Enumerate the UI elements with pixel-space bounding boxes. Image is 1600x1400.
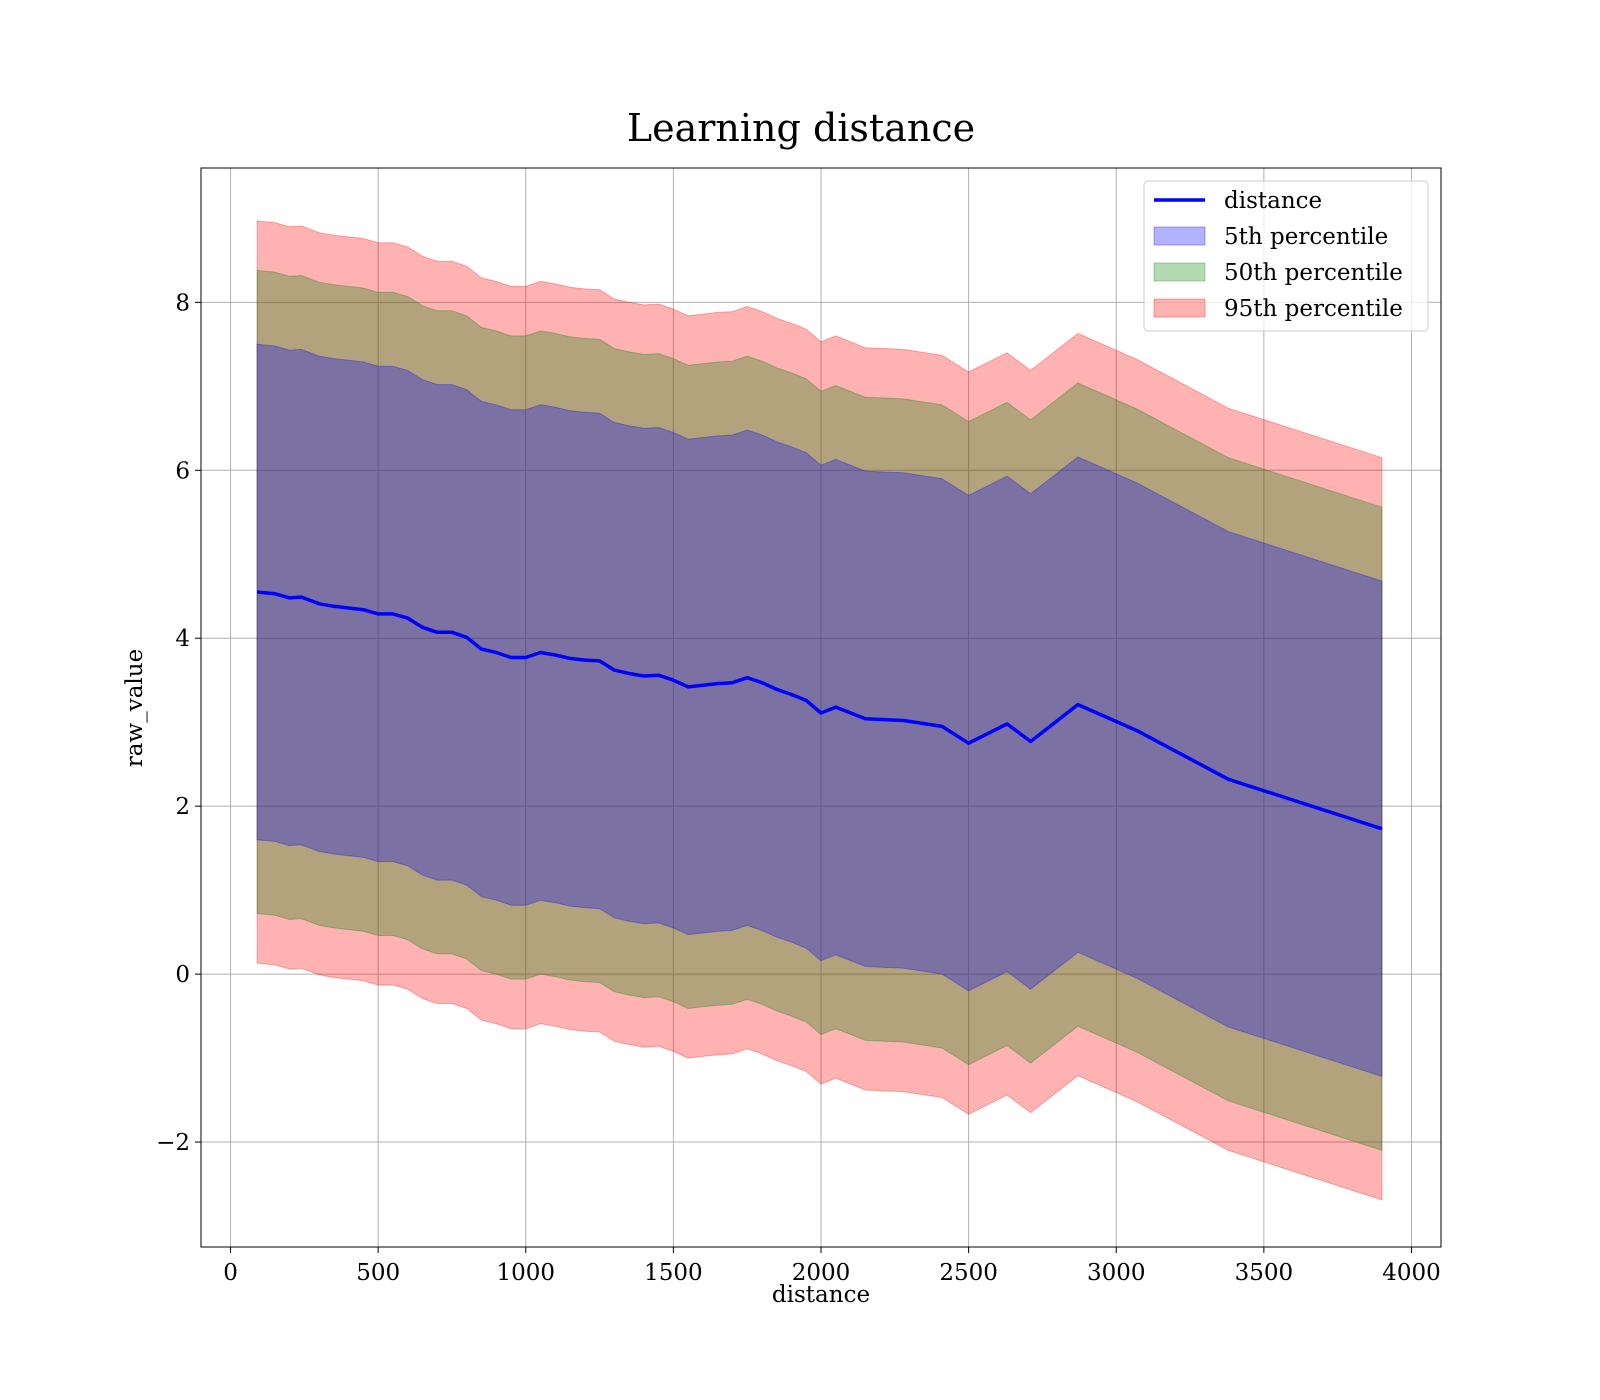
y-tick-label: 6 — [175, 458, 190, 484]
legend-label-50th: 50th percentile — [1224, 260, 1403, 286]
legend: distance 5th percentile 50th percentile … — [1143, 180, 1429, 332]
x-tick-label: 4000 — [1382, 1260, 1441, 1286]
y-tick-label: 4 — [175, 626, 190, 652]
legend-label-5th: 5th percentile — [1224, 224, 1388, 250]
x-tick-label: 3000 — [1087, 1260, 1146, 1286]
y-axis-ticks: −2 0 2 4 6 8 — [156, 290, 201, 1156]
chart-title: Learning distance — [627, 106, 975, 150]
legend-swatch-95th — [1153, 298, 1206, 318]
x-tick-label: 1500 — [644, 1260, 703, 1286]
legend-box — [1143, 180, 1429, 332]
legend-swatch-50th — [1153, 262, 1206, 282]
x-tick-label: 0 — [223, 1260, 238, 1286]
x-tick-label: 2000 — [792, 1260, 851, 1286]
legend-label-95th: 95th percentile — [1224, 296, 1403, 322]
y-tick-label: 8 — [175, 290, 190, 316]
legend-label-distance: distance — [1224, 188, 1322, 214]
distance-line-group — [256, 590, 1383, 831]
y-tick-label: −2 — [156, 1130, 190, 1156]
legend-swatch-5th — [1153, 226, 1206, 246]
y-axis-label: raw_value — [122, 649, 148, 767]
x-tick-label: 1000 — [496, 1260, 555, 1286]
x-axis-label: distance — [772, 1282, 870, 1308]
grid-lines — [201, 168, 1441, 1247]
distance-line — [256, 590, 1383, 831]
y-tick-label: 2 — [175, 794, 190, 820]
y-tick-label: 0 — [175, 962, 190, 988]
x-tick-label: 3500 — [1235, 1260, 1294, 1286]
x-tick-label: 2500 — [939, 1260, 998, 1286]
percentile-bands — [256, 220, 1383, 1201]
x-tick-label: 500 — [356, 1260, 400, 1286]
x-axis-ticks: 0 500 1000 1500 2000 2500 3000 3500 4000 — [223, 1247, 1441, 1286]
